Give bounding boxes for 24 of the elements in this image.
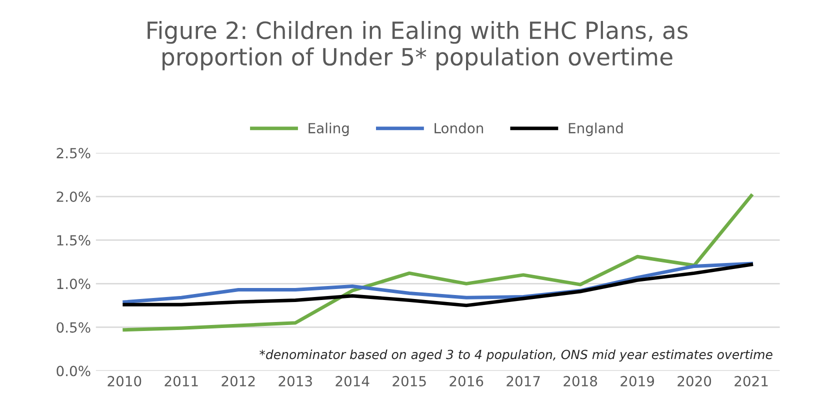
x-tick-label: 2011 xyxy=(164,376,198,386)
legend-label: Ealing xyxy=(308,122,349,136)
line-series xyxy=(122,194,754,332)
x-tick-label: 2018 xyxy=(564,376,598,386)
x-tick-label: 2012 xyxy=(222,376,255,386)
y-tick-label: 0.5% xyxy=(56,322,90,333)
y-tick-label: 1.0% xyxy=(57,278,90,290)
y-tick-label: 1.5% xyxy=(57,235,90,246)
annotation: *denominator based on aged 3 to 4 population, ONS mid year estimates overtime xyxy=(260,350,772,362)
x-tick-label: 2013 xyxy=(278,376,312,386)
y-tick-label: 0.0% xyxy=(56,366,90,376)
x-tick-label: 2010 xyxy=(108,376,142,386)
x-tick-label: 2017 xyxy=(506,376,540,386)
legend-label: London xyxy=(434,122,484,134)
x-tick-label: 2016 xyxy=(450,376,484,386)
y-tick-label: 2.5% xyxy=(56,148,90,158)
legend-label: England xyxy=(568,122,623,136)
x-tick-label: 2015 xyxy=(392,376,426,386)
y-tick-label: 2.0% xyxy=(56,191,90,202)
chart-title: Figure 2: Children in Ealing with EHC Plans, as proportion of Under 5* population overtime xyxy=(148,20,688,70)
x-tick-label: 2019 xyxy=(620,376,654,386)
x-tick-label: 2014 xyxy=(336,376,370,386)
x-tick-label: 2021 xyxy=(734,376,768,386)
x-tick-label: 2020 xyxy=(678,376,712,386)
